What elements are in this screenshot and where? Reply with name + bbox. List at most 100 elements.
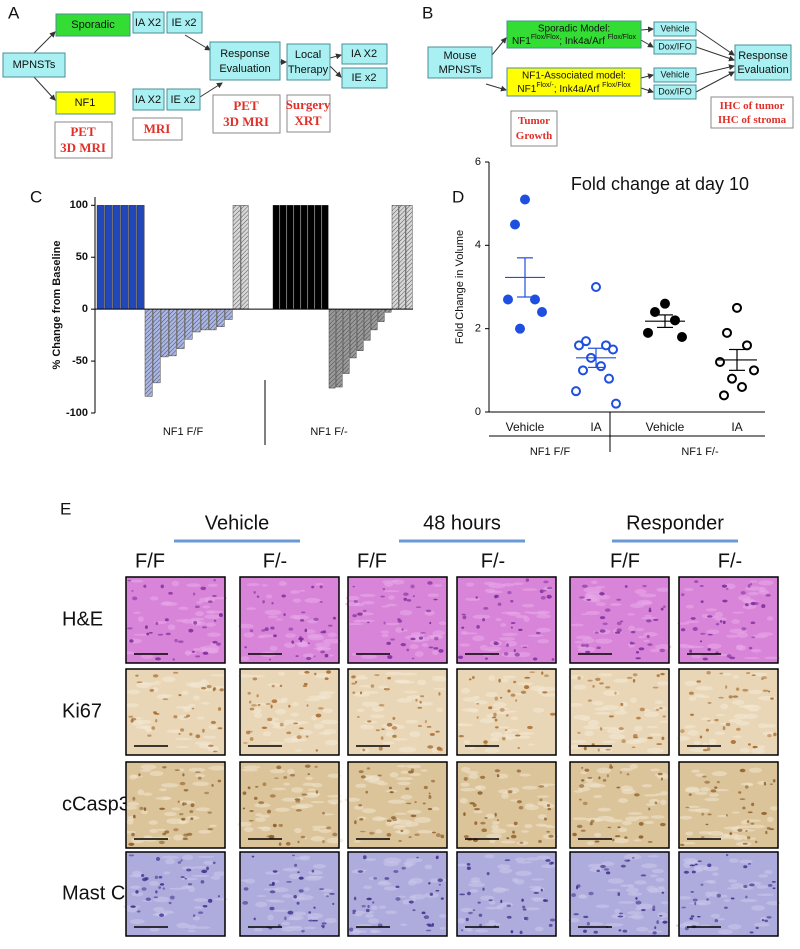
- tissue-texture: [323, 729, 337, 735]
- nucleus: [283, 613, 286, 617]
- nucleus: [648, 608, 652, 613]
- nucleus: [478, 913, 483, 917]
- tissue-texture: [286, 917, 301, 921]
- nucleus: [255, 785, 259, 788]
- nucleus: [536, 631, 541, 635]
- tissue-texture: [243, 765, 261, 770]
- nucleus: [746, 820, 750, 823]
- arrow: [184, 34, 211, 51]
- nucleus: [551, 658, 555, 661]
- nucleus: [269, 890, 276, 894]
- tissue-texture: [585, 610, 601, 616]
- nucleus: [681, 906, 687, 909]
- nucleus: [771, 881, 776, 883]
- nucleus: [662, 920, 668, 924]
- tissue-texture: [195, 926, 211, 929]
- nucleus: [722, 599, 728, 603]
- tissue-texture: [124, 805, 138, 810]
- nucleus: [273, 634, 277, 638]
- tissue-texture: [387, 799, 406, 804]
- tissue-texture: [739, 748, 751, 753]
- tissue-texture: [649, 768, 660, 772]
- tissue-texture: [463, 739, 471, 745]
- tissue-texture: [574, 640, 583, 644]
- line: IHC of stroma: [718, 114, 787, 126]
- nucleus: [427, 581, 433, 585]
- tissue-texture: [758, 874, 769, 878]
- x-tick-label: Vehicle: [646, 420, 685, 434]
- nucleus: [707, 648, 711, 652]
- nucleus: [458, 735, 465, 738]
- tissue-texture: [585, 591, 603, 598]
- tissue-texture: [530, 897, 546, 900]
- nucleus: [131, 717, 137, 721]
- tissue-texture: [484, 854, 495, 859]
- nucleus: [397, 619, 403, 623]
- tissue-texture: [708, 793, 719, 797]
- tissue-texture: [495, 618, 502, 622]
- nucleus: [691, 870, 696, 874]
- nucleus: [599, 682, 604, 685]
- point: [510, 219, 520, 230]
- nucleus: [715, 623, 720, 626]
- nucleus: [180, 859, 183, 862]
- nucleus: [527, 725, 533, 730]
- nucleus: [618, 929, 622, 932]
- tissue-texture: [634, 588, 647, 595]
- nucleus: [518, 628, 523, 632]
- tissue-texture: [140, 654, 154, 659]
- nucleus: [476, 716, 479, 719]
- tissue-texture: [687, 808, 702, 812]
- node-box: [166, 88, 201, 111]
- nucleus: [410, 637, 416, 641]
- tissue-texture: [594, 712, 612, 715]
- nucleus: [419, 695, 425, 698]
- nucleus: [617, 915, 624, 918]
- tissue-texture: [595, 638, 613, 644]
- tissue-texture: [531, 685, 545, 692]
- tissue-texture: [414, 651, 424, 657]
- nucleus: [189, 810, 194, 813]
- nucleus: [543, 674, 549, 678]
- tissue-texture: [304, 698, 321, 702]
- tissue-texture: [354, 805, 364, 810]
- nucleus: [606, 774, 609, 778]
- tissue-texture: [764, 724, 777, 728]
- tissue-texture: [268, 615, 278, 619]
- tissue-texture: [716, 918, 726, 921]
- tissue-texture: [633, 839, 642, 842]
- tissue-texture: [717, 814, 729, 818]
- nucleus: [481, 828, 488, 833]
- node-label: IE x2: [171, 17, 196, 29]
- nucleus: [195, 655, 201, 658]
- nucleus: [152, 674, 159, 678]
- tissue-texture: [627, 911, 642, 915]
- tissue-texture: [627, 812, 643, 815]
- tissue-texture: [357, 674, 366, 678]
- tissue-texture: [468, 746, 476, 750]
- nucleus: [174, 638, 178, 643]
- point: [742, 340, 752, 351]
- nucleus: [697, 860, 702, 863]
- node-box: [341, 43, 388, 65]
- tissue-texture: [506, 611, 522, 616]
- nucleus: [392, 716, 396, 720]
- tissue-texture: [627, 892, 643, 896]
- nucleus: [640, 874, 647, 877]
- nucleus: [635, 900, 642, 905]
- nucleus: [380, 736, 384, 741]
- tissue-texture: [595, 602, 606, 607]
- tissue-texture: [514, 857, 526, 862]
- tissue-texture: [694, 791, 708, 795]
- nucleus: [132, 596, 138, 601]
- nucleus: [573, 913, 579, 916]
- bar: [224, 308, 233, 320]
- micrograph-frame: [347, 761, 448, 849]
- nucleus: [577, 731, 581, 734]
- nucleus: [692, 627, 698, 631]
- nucleus: [641, 908, 646, 912]
- nucleus: [635, 651, 640, 654]
- nucleus: [579, 596, 585, 599]
- tissue-texture: [728, 718, 743, 723]
- genotype-label: F/F: [357, 550, 387, 572]
